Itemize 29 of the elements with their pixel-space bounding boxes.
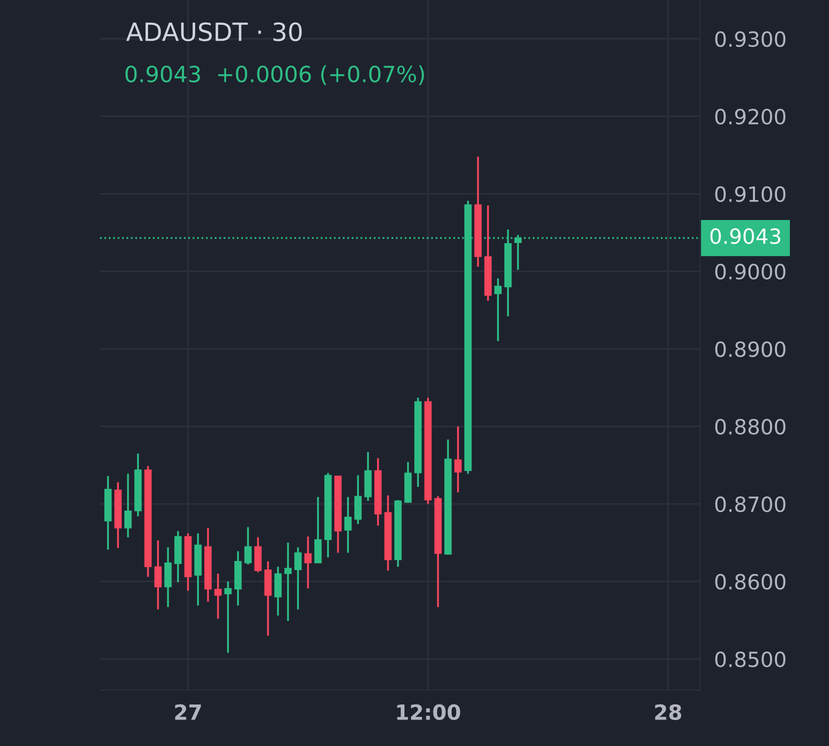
x-tick-label: 28 — [655, 704, 682, 720]
x-tick-label: 27 — [175, 704, 201, 720]
y-tick-label: 0.9200 — [715, 108, 786, 125]
candlestick — [124, 472, 132, 538]
candlestick — [354, 474, 362, 525]
y-tick-label: 0.8700 — [715, 496, 786, 512]
candlestick — [454, 426, 462, 494]
candlestick — [344, 496, 352, 554]
y-tick-label: 0.8600 — [715, 574, 786, 590]
ref-line-label: 0.9043 — [710, 228, 780, 244]
candlestick — [274, 566, 282, 616]
candlestick — [494, 277, 502, 342]
y-tick-label: 0.8900 — [715, 341, 786, 358]
candlestick — [304, 536, 312, 590]
candlestick — [214, 572, 222, 620]
y-tick-label: 0.8500 — [715, 651, 786, 668]
y-tick-label: 0.8800 — [715, 418, 786, 435]
text: 0.9043 +0.0006 (+0.07%) — [125, 65, 424, 86]
candlestick — [314, 496, 322, 564]
candlestick — [154, 539, 162, 610]
y-tick-label: 0.9300 — [715, 31, 786, 47]
candlestick — [224, 580, 232, 654]
y-tick-label: 0.9100 — [715, 186, 786, 202]
x-tick-label: 12:00 — [397, 704, 460, 720]
y-tick-label: 0.9000 — [715, 264, 786, 280]
candlestick — [244, 526, 252, 566]
text: ADAUSDT · 30 — [126, 22, 302, 42]
candlestick — [284, 542, 292, 622]
candlestick — [294, 546, 302, 610]
